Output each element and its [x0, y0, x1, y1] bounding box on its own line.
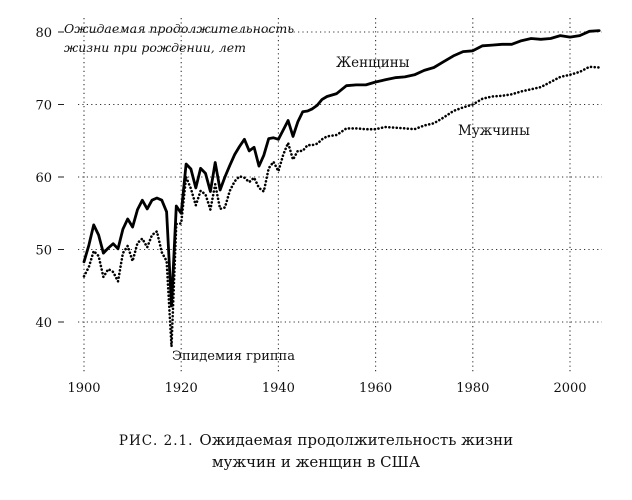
x-tick-label: 2000	[553, 381, 586, 396]
grid-layer	[78, 18, 602, 372]
y-tick-label: 40	[35, 316, 52, 331]
x-tick-label: 1900	[67, 381, 100, 396]
caption-figure-number: РИС. 2.1.	[118, 433, 194, 449]
series-label-women: Женщины	[336, 55, 410, 71]
series-label-men: Мужчины	[458, 123, 530, 139]
y-tick-label: 80	[35, 26, 52, 41]
x-tick-label: 1980	[456, 381, 489, 396]
x-tick-label: 1940	[262, 381, 295, 396]
x-axis: 1900 1920 1940 1960 1980 2000	[67, 381, 586, 396]
series-line-men	[82, 65, 601, 348]
caption-line-2: мужчин и женщин в США	[211, 453, 421, 471]
y-tick-label: 60	[35, 171, 52, 186]
series-line-women	[82, 29, 601, 308]
chart-title-line-2: жизни при рождении, лет	[64, 40, 246, 55]
figure-caption: РИС. 2.1. Ожидаемая продолжительность жиз…	[0, 431, 632, 449]
y-axis: 40 50 60 70 80	[35, 26, 64, 331]
chart-title-line-1: Ожидаемая продолжительность	[64, 21, 294, 36]
y-tick-label: 50	[35, 244, 52, 259]
x-tick-label: 1920	[165, 381, 198, 396]
figure-caption-line-2: мужчин и женщин в США	[0, 453, 632, 471]
y-tick-label: 70	[35, 99, 52, 114]
series-layer	[82, 29, 601, 348]
x-tick-label: 1960	[359, 381, 392, 396]
flu-epidemic-annotation: Эпидемия гриппа	[172, 349, 295, 364]
caption-line-1: Ожидаемая продолжительность жизни	[199, 431, 514, 449]
